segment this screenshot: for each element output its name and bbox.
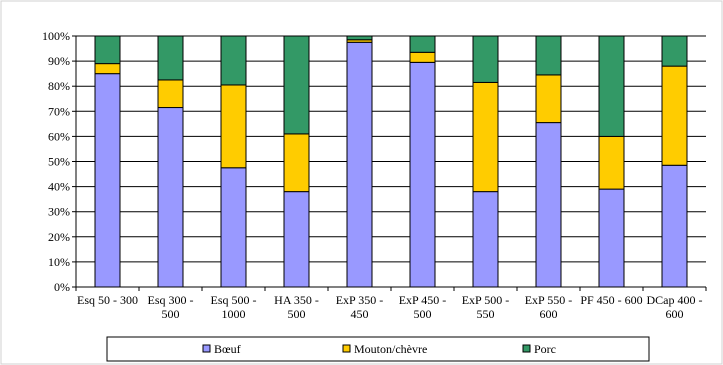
bar-segment <box>157 107 184 288</box>
x-tick-label: PF 450 - 600 <box>580 293 642 307</box>
y-tick-label: 70% <box>48 104 70 118</box>
x-tick-label: DCap 400 - <box>647 293 703 307</box>
bar-segment <box>94 63 121 75</box>
legend-swatch <box>202 344 211 353</box>
bar-segment <box>409 51 436 63</box>
bar-segment <box>598 35 625 137</box>
legend-label: Mouton/chèvre <box>354 342 427 356</box>
x-tick-label: 1000 <box>222 307 246 321</box>
bar-segment <box>598 135 625 190</box>
bar-segment <box>283 35 310 135</box>
x-tick-label: 500 <box>414 307 432 321</box>
y-axis: 0% 10% 20% 30% 40% 50% 60% 70% 80% 90% 100% <box>42 29 77 294</box>
x-tick-label: 450 <box>351 307 369 321</box>
bar-segment <box>661 65 688 166</box>
x-tick-label: 600 <box>666 307 684 321</box>
bar-segment <box>409 61 436 288</box>
bar-segment <box>472 191 499 288</box>
bar-segment <box>535 74 562 124</box>
y-tick-label: 50% <box>48 155 70 169</box>
bar-segment <box>346 35 373 41</box>
y-tick-label: 40% <box>48 180 70 194</box>
y-tick-label: 100% <box>42 29 70 43</box>
legend-swatch <box>522 344 531 353</box>
bar-segment <box>283 133 310 193</box>
x-tick-label: ExP 500 - <box>462 293 510 307</box>
x-tick-label: 500 <box>288 307 306 321</box>
x-tick-label: Esq 300 - <box>148 293 194 307</box>
legend: Bœuf Mouton/chèvre Porc <box>106 336 650 362</box>
bars <box>94 35 688 288</box>
x-tick-label: 500 <box>162 307 180 321</box>
x-tick-label: 550 <box>477 307 495 321</box>
bar-segment <box>535 122 562 288</box>
legend-box <box>106 336 650 362</box>
bar-segment <box>346 41 373 288</box>
legend-swatch <box>342 344 351 353</box>
bar-segment <box>220 35 247 86</box>
x-tick-label: HA 350 - <box>274 293 319 307</box>
bar-segment <box>661 164 688 288</box>
bar-segment <box>409 35 436 53</box>
bar-segment <box>283 191 310 288</box>
legend-label: Porc <box>534 342 556 356</box>
x-tick-label: Esq 500 - <box>211 293 257 307</box>
y-tick-label: 60% <box>48 129 70 143</box>
x-tick-label: 600 <box>540 307 558 321</box>
bar-segment <box>535 35 562 76</box>
legend-label: Bœuf <box>214 342 241 356</box>
bar-segment <box>661 35 688 67</box>
x-tick-label: ExP 350 - <box>336 293 384 307</box>
x-tick-label: Esq 50 - 300 <box>77 293 138 307</box>
y-tick-label: 90% <box>48 54 70 68</box>
bar-segment <box>94 35 121 65</box>
y-tick-label: 0% <box>54 280 70 294</box>
y-tick-label: 30% <box>48 205 70 219</box>
bar-segment <box>472 81 499 193</box>
bar-segment <box>94 73 121 288</box>
bar-segment <box>157 79 184 109</box>
y-tick-label: 80% <box>48 79 70 93</box>
bar-segment <box>472 35 499 83</box>
bar-segment <box>598 188 625 288</box>
y-tick-label: 20% <box>48 230 70 244</box>
x-tick-label: ExP 450 - <box>399 293 447 307</box>
y-tick-label: 10% <box>48 255 70 269</box>
bar-segment <box>220 167 247 288</box>
bar-segment <box>157 35 184 81</box>
bar-segment <box>220 84 247 169</box>
x-tick-label: ExP 550 - <box>525 293 573 307</box>
